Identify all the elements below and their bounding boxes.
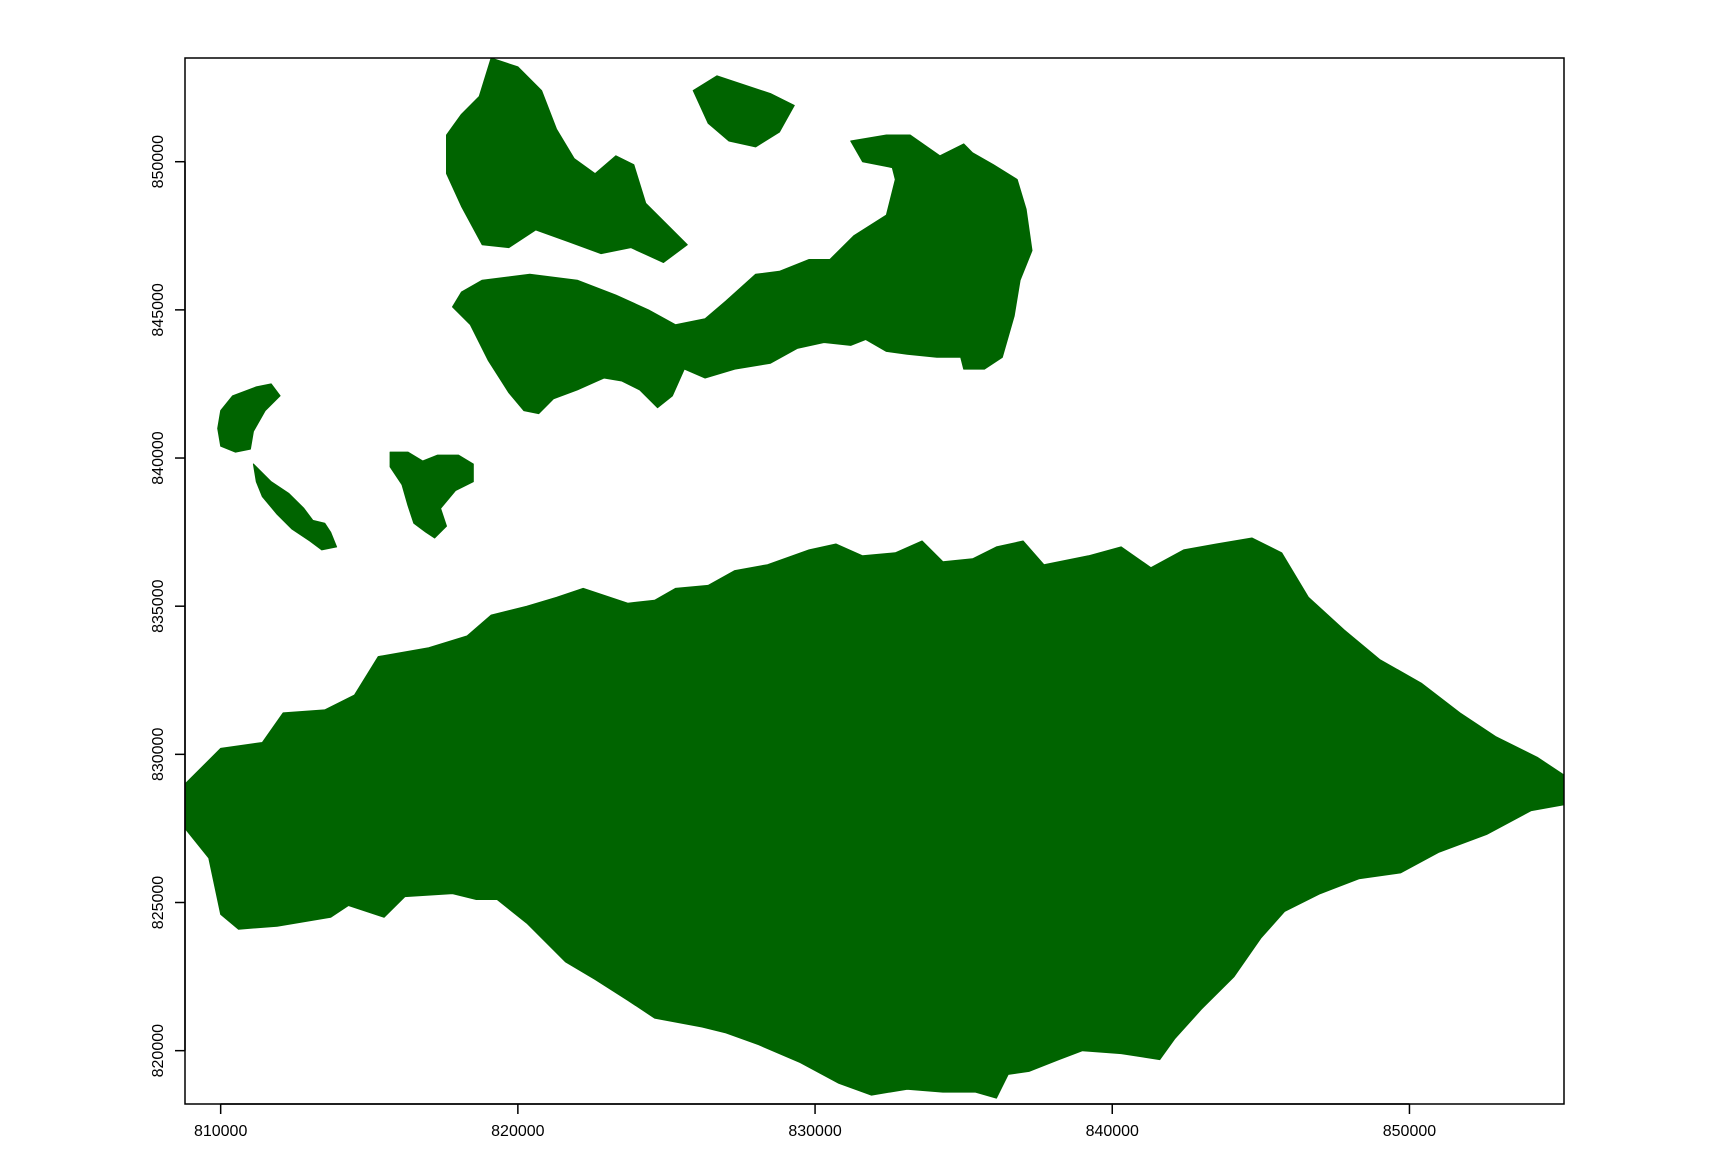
region-north-fragments <box>446 57 688 263</box>
x-tick-label-1: 820000 <box>491 1123 544 1140</box>
y-tick-label-6: 850000 <box>150 135 167 188</box>
raster-regions <box>184 57 1565 1099</box>
plot-area <box>184 57 1565 1099</box>
y-tick-label-2: 830000 <box>150 728 167 781</box>
region-west-islet-b <box>252 463 338 551</box>
region-north-landmass <box>452 134 1033 415</box>
y-tick-label-0: 820000 <box>150 1024 167 1077</box>
y-axis: 820000 825000 830000 835000 840000 845000 8500… <box>150 135 186 1077</box>
x-tick-label-0: 810000 <box>194 1123 247 1140</box>
y-tick-label-4: 840000 <box>150 431 167 484</box>
region-west-islet-a <box>217 383 281 453</box>
y-tick-label-1: 825000 <box>150 876 167 929</box>
y-tick-label-5: 845000 <box>150 283 167 336</box>
region-north-fragments-east <box>692 75 795 148</box>
x-tick-label-4: 850000 <box>1383 1123 1436 1140</box>
y-tick-label-3: 835000 <box>150 579 167 632</box>
x-tick-label-2: 830000 <box>788 1123 841 1140</box>
x-axis: 810000 820000 830000 840000 850000 <box>194 1103 1436 1140</box>
x-tick-label-3: 840000 <box>1086 1123 1139 1140</box>
region-main-island <box>184 537 1565 1099</box>
region-west-islet-c <box>389 451 474 539</box>
